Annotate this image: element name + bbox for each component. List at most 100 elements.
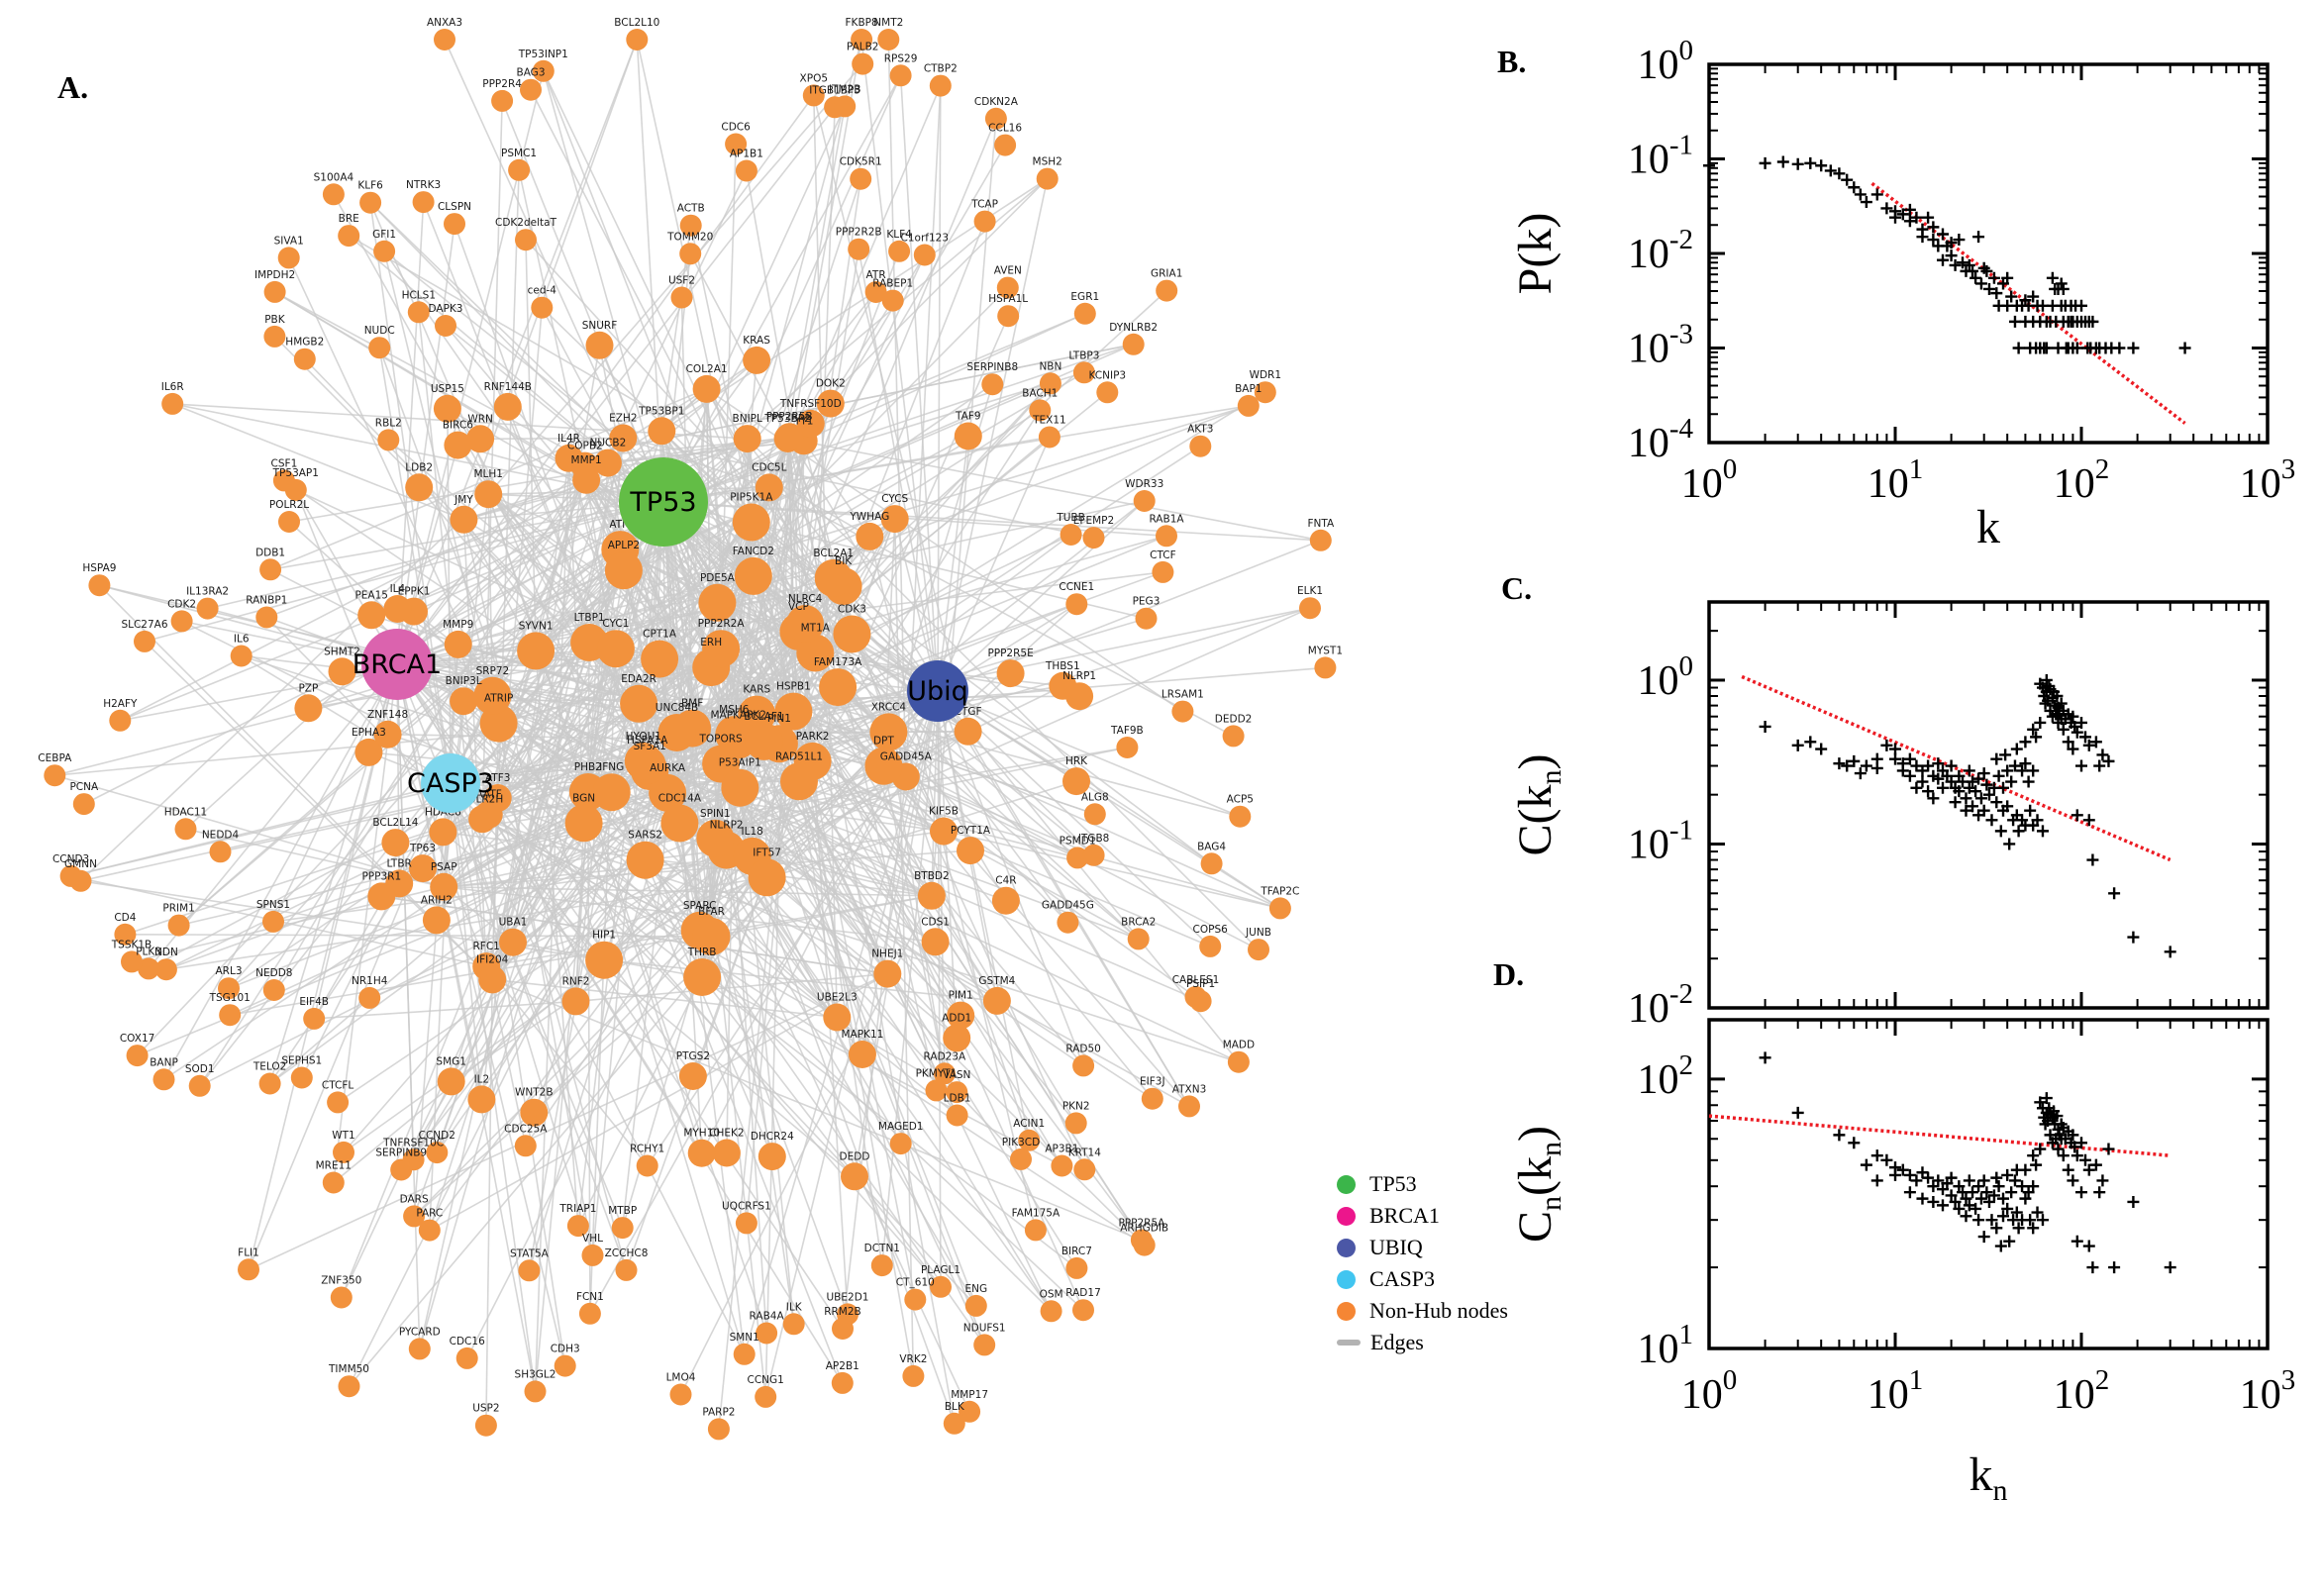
- network-node: [524, 1380, 547, 1403]
- data-point-marker: [1960, 804, 1972, 817]
- data-point-marker: [1970, 271, 1982, 284]
- network-node: [412, 191, 435, 214]
- network-node-label: ATXN3: [1172, 1083, 1207, 1095]
- network-node: [1156, 525, 1177, 548]
- network-node-label: BANP: [150, 1056, 178, 1068]
- network-edge: [497, 797, 977, 1307]
- network-node-label: DAPK3: [429, 303, 463, 315]
- network-node: [636, 1154, 658, 1177]
- network-node-label: DARS: [400, 1193, 429, 1205]
- network-node-label: TUBB: [1056, 512, 1085, 524]
- network-node-label: PPP2R5B: [766, 411, 813, 423]
- data-point-marker: [1987, 1189, 2000, 1202]
- network-node: [515, 229, 537, 251]
- network-hubs-layer: TP53 BRCA1 Ubiq CASP3: [353, 457, 968, 813]
- network-node-label: NMT2: [873, 17, 903, 29]
- network-edge: [419, 438, 625, 1349]
- data-point-marker: [1990, 752, 2003, 765]
- network-node-label: HSPA1L: [988, 293, 1028, 305]
- network-node: [819, 668, 858, 707]
- data-point-marker: [2034, 1096, 2047, 1109]
- network-node: [856, 522, 884, 550]
- network-node-label: RBL2: [375, 417, 402, 429]
- tick-label: 10-2: [1628, 224, 1693, 277]
- data-point-marker: [1945, 1171, 1958, 1184]
- data-point-marker: [2062, 1163, 2074, 1176]
- network-node-label: MMP9: [443, 619, 473, 631]
- network-node-label: WDR1: [1250, 369, 1281, 381]
- network-node: [293, 348, 316, 370]
- data-point-marker: [1977, 1174, 1990, 1187]
- network-edge: [443, 703, 640, 888]
- network-edge: [586, 791, 591, 1314]
- data-point-marker: [1903, 769, 1916, 782]
- network-node: [403, 1205, 426, 1228]
- network-node: [758, 1143, 786, 1171]
- data-point-marker: [1945, 237, 1958, 249]
- network-edge: [125, 933, 712, 938]
- network-node-label: MRE11: [316, 1160, 352, 1172]
- data-point-marker: [1974, 277, 1987, 290]
- data-point-marker: [1824, 164, 1837, 177]
- network-node-label: BCL2L10: [614, 17, 659, 29]
- data-point-marker: [2082, 739, 2095, 751]
- network-node: [964, 1294, 987, 1317]
- network-node: [290, 1066, 313, 1089]
- network-node-label: HYOU1: [626, 731, 661, 743]
- network-edge: [666, 792, 945, 833]
- network-node-label: BRE: [339, 213, 359, 225]
- network-node-label: YY1: [793, 415, 814, 427]
- network-node-label: GMNN: [64, 858, 97, 870]
- network-edge: [814, 652, 956, 1424]
- network-node-label: VCP: [788, 601, 809, 613]
- data-point-marker: [2008, 1174, 2021, 1187]
- network-node: [692, 917, 731, 955]
- network-edge: [905, 776, 1030, 1142]
- scatter-points: [1759, 1051, 2176, 1274]
- network-node-label: NEDD8: [255, 967, 292, 979]
- network-node-label: SF3A1: [634, 741, 666, 752]
- network-node: [850, 167, 872, 190]
- network-node: [170, 610, 193, 633]
- data-point-marker: [2089, 736, 2102, 748]
- legend-item-brca1: BRCA1: [1337, 1200, 1508, 1232]
- network-node: [888, 240, 911, 262]
- network-node: [994, 134, 1017, 156]
- network-node-label: UBE2D1: [827, 1291, 869, 1303]
- network-node: [258, 1072, 281, 1095]
- data-point-marker: [1889, 211, 1901, 224]
- network-node: [1314, 656, 1337, 679]
- network-node-label: MLH1: [473, 468, 503, 480]
- network-node-label: RNF2: [562, 975, 590, 987]
- network-edge: [287, 257, 494, 697]
- data-point-marker: [2051, 1110, 2064, 1123]
- network-edge: [497, 577, 835, 799]
- network-edge: [567, 457, 668, 794]
- data-point-marker: [1922, 759, 1935, 772]
- network-node-label: RRM2B: [824, 1306, 861, 1318]
- network-node-label: CDC16: [450, 1336, 485, 1347]
- plot-frame: [1707, 62, 2270, 445]
- network-node-label: DPT: [873, 736, 894, 748]
- network-node: [1029, 399, 1052, 422]
- network-edge: [443, 831, 933, 897]
- network-node-label: IMPDH2: [254, 269, 295, 281]
- network-node-label: TRIAP1: [558, 1203, 596, 1215]
- network-edge: [248, 972, 888, 1271]
- network-edge: [691, 535, 1167, 730]
- data-point-marker: [1889, 743, 1901, 755]
- network-node-label: LTBP1: [574, 612, 605, 624]
- data-point-marker: [1903, 215, 1916, 228]
- data-point-marker: [2069, 720, 2081, 733]
- data-point-marker: [2164, 946, 2176, 958]
- data-point-marker: [1903, 203, 1916, 216]
- network-node: [930, 817, 958, 846]
- network-node: [1018, 1129, 1041, 1151]
- network-node-label: WRN: [467, 413, 493, 425]
- network-node: [721, 768, 759, 807]
- network-node: [756, 1322, 778, 1345]
- network-node-label: NTRK3: [406, 179, 441, 191]
- data-point-marker: [1953, 785, 1966, 798]
- network-node: [554, 1354, 576, 1377]
- network-node-label: TP63: [409, 843, 436, 854]
